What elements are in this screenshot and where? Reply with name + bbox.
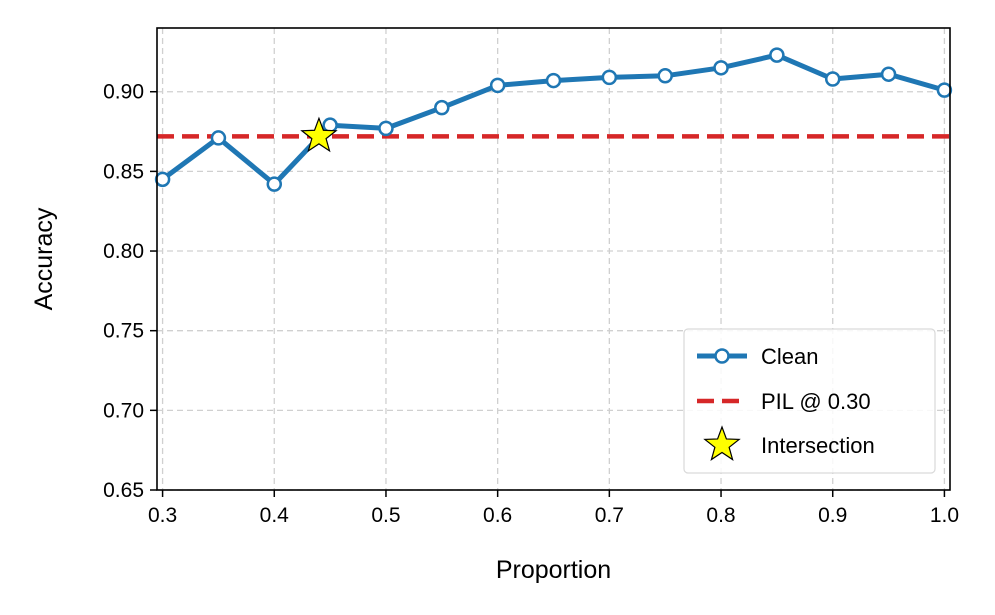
legend-box: [683, 328, 936, 474]
data-point-clean: [601, 69, 618, 86]
axes-ticks: 0.3 0.4 0.5 0.6 0.7 0.8 0.9 1.0 0.65 0.70 0.75 0.80…: [103, 81, 959, 527]
data-point-clean: [769, 47, 785, 63]
data-point-clean: [936, 82, 953, 98]
data-point-clean: [154, 171, 171, 188]
data-point-clean: [824, 71, 841, 87]
y-tick-label: 0.90: [103, 81, 144, 104]
intersection-star-marker: [300, 116, 338, 153]
data-point-clean: [378, 120, 394, 137]
data-point-clean: [713, 60, 729, 76]
legend-marker-intersection: [703, 425, 741, 461]
data-point-clean: [880, 66, 897, 82]
y-tick-label: 0.70: [103, 399, 144, 422]
x-tick-label: 0.3: [148, 504, 177, 527]
data-point-clean: [210, 130, 227, 146]
y-tick-label: 0.75: [103, 320, 144, 343]
legend-marker-clean: [714, 348, 730, 364]
data-point-clean: [434, 99, 450, 116]
x-tick-label: 0.9: [818, 504, 847, 527]
legend: Clean PIL @ 0.30 Intersection: [683, 328, 936, 474]
y-tick-label: 0.65: [103, 479, 144, 502]
x-tick-label: 0.8: [706, 504, 735, 527]
y-tick-label: 0.80: [103, 240, 144, 263]
plot-frame: [156, 27, 951, 491]
data-point-clean: [266, 176, 283, 192]
y-axis-title: Accuracy: [30, 207, 58, 310]
y-tick-label: 0.85: [103, 160, 144, 183]
x-tick-label: 0.5: [371, 504, 400, 527]
data-point-clean: [657, 68, 673, 84]
x-tick-label: 0.7: [595, 504, 624, 527]
data-point-clean: [489, 77, 506, 94]
x-tick-label: 0.6: [483, 504, 512, 527]
x-tick-label: 0.4: [260, 504, 290, 527]
plot-area: [154, 47, 953, 192]
data-point-clean: [545, 72, 562, 89]
x-tick-label: 1.0: [930, 504, 959, 527]
legend-label: Intersection: [761, 433, 875, 458]
legend-label: Clean: [761, 344, 818, 369]
legend-label: PIL @ 0.30: [761, 389, 871, 414]
data-point-clean: [322, 117, 338, 133]
x-axis-title: Proportion: [496, 556, 611, 584]
